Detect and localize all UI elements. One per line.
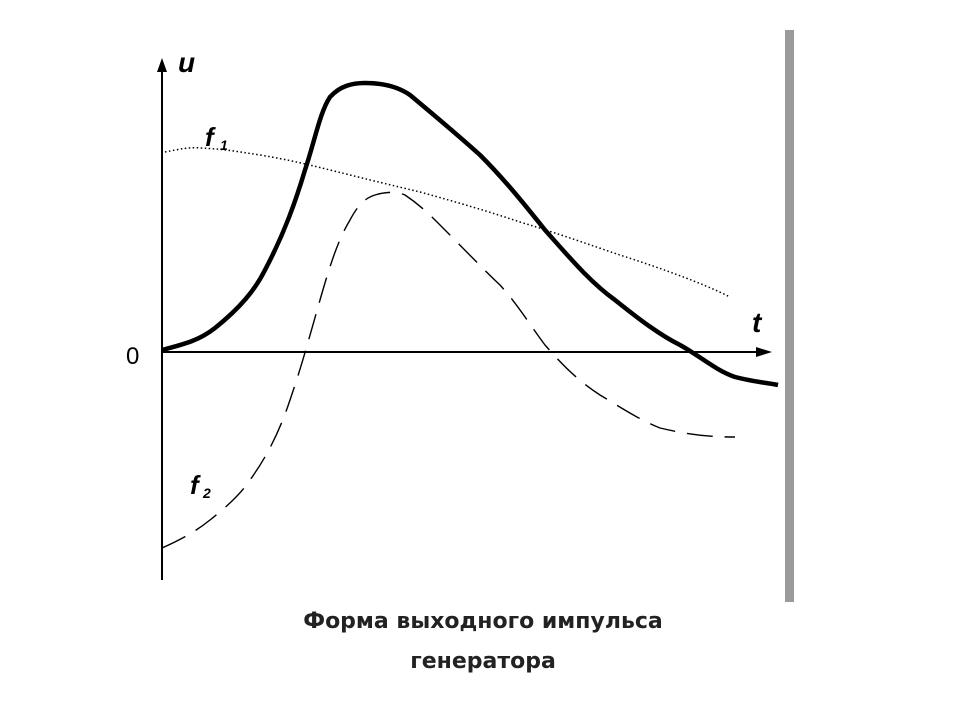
x-axis-label: t	[752, 307, 763, 338]
curve-label: f	[190, 470, 201, 500]
caption-line: Форма выходного импульса	[303, 609, 663, 634]
f2-curve	[161, 191, 736, 549]
curve-label: f	[205, 122, 216, 152]
y-arrow	[157, 58, 167, 72]
curve-subscript: 2	[202, 485, 211, 501]
f1-curve	[164, 147, 731, 298]
y-axis-label: u	[178, 47, 195, 78]
curve-subscript: 1	[220, 137, 228, 153]
x-arrow	[756, 347, 772, 357]
side-bar	[785, 30, 794, 602]
origin-label: 0	[126, 343, 139, 370]
output-pulse	[161, 80, 779, 388]
caption-line: генератора	[410, 649, 556, 674]
